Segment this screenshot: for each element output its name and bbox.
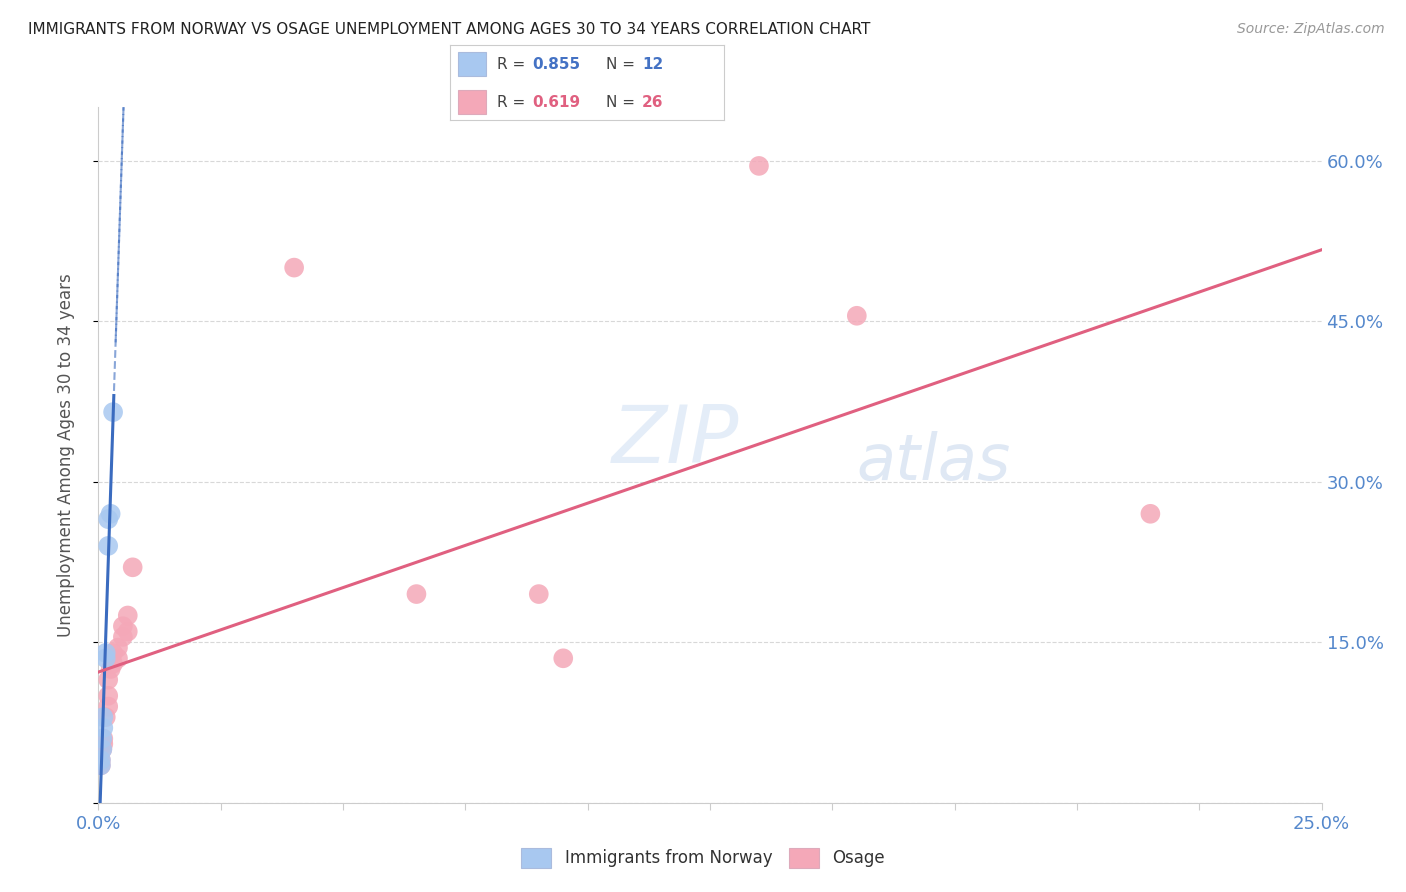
Point: [107, 640, 129, 655]
Text: atlas: atlas: [856, 431, 1011, 493]
Text: ZIP: ZIP: [612, 402, 740, 480]
Point: [101, 405, 124, 419]
Point: [405, 587, 427, 601]
Y-axis label: Unemployment Among Ages 30 to 34 years: Unemployment Among Ages 30 to 34 years: [56, 273, 75, 637]
Point: [91, 721, 114, 735]
Point: [97, 699, 120, 714]
Point: [1139, 507, 1161, 521]
Point: [97, 539, 120, 553]
Point: [283, 260, 305, 275]
Point: [100, 507, 122, 521]
Text: Source: ZipAtlas.com: Source: ZipAtlas.com: [1237, 22, 1385, 37]
Point: [91, 710, 114, 724]
Point: [117, 608, 139, 623]
Point: [553, 651, 575, 665]
Text: N =: N =: [606, 95, 640, 110]
Text: 0.619: 0.619: [533, 95, 581, 110]
Text: R =: R =: [496, 57, 530, 72]
Text: R =: R =: [496, 95, 530, 110]
Point: [97, 673, 120, 687]
Point: [94, 651, 117, 665]
Point: [111, 619, 134, 633]
Point: [91, 742, 114, 756]
Text: IMMIGRANTS FROM NORWAY VS OSAGE UNEMPLOYMENT AMONG AGES 30 TO 34 YEARS CORRELATI: IMMIGRANTS FROM NORWAY VS OSAGE UNEMPLOY…: [28, 22, 870, 37]
Point: [90, 758, 112, 772]
Text: 12: 12: [643, 57, 664, 72]
FancyBboxPatch shape: [458, 52, 485, 77]
FancyBboxPatch shape: [458, 90, 485, 114]
Point: [91, 731, 114, 746]
Point: [94, 646, 117, 660]
Point: [91, 731, 114, 746]
Point: [97, 689, 120, 703]
Point: [111, 630, 134, 644]
Point: [97, 512, 120, 526]
Text: 0.855: 0.855: [533, 57, 581, 72]
Point: [527, 587, 550, 601]
Point: [91, 737, 114, 751]
Point: [748, 159, 770, 173]
Point: [94, 710, 117, 724]
Text: 26: 26: [643, 95, 664, 110]
Point: [100, 662, 122, 676]
Point: [90, 753, 112, 767]
Point: [90, 753, 112, 767]
Point: [101, 657, 124, 671]
Point: [91, 742, 114, 756]
Text: N =: N =: [606, 57, 640, 72]
Legend: Immigrants from Norway, Osage: Immigrants from Norway, Osage: [515, 841, 891, 875]
Point: [121, 560, 143, 574]
Point: [845, 309, 868, 323]
Point: [101, 646, 124, 660]
Point: [107, 651, 129, 665]
Point: [90, 758, 112, 772]
Point: [117, 624, 139, 639]
